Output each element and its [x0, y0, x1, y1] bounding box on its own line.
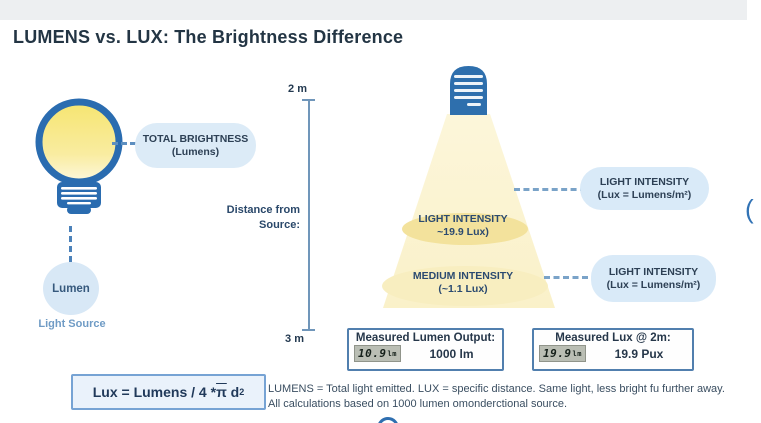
dashed-connector-upper — [514, 188, 586, 191]
distance-label-line1: Distance from — [226, 204, 300, 216]
lumen-box-title: Measured Lumen Output: — [355, 332, 496, 344]
high-intensity-label: LIGHT INTENSITY ~19.9 Lux) — [398, 213, 528, 239]
medium-intensity-label: MEDIUM INTENSITY (~1.1 Lux) — [398, 270, 528, 296]
lumen-lcd-value: 10.9 — [358, 347, 387, 360]
lumen-lcd-unit: lm — [387, 349, 397, 358]
upper-callout-line2: (Lux = Lumens/m²) — [597, 188, 692, 201]
light-cone-illustration — [382, 66, 555, 308]
footnote-line2: All calculations based on 1000 lumen omo… — [268, 398, 568, 410]
lux-reading: 19.9 Pux — [614, 346, 664, 361]
light-cone-beam — [383, 114, 555, 308]
dashed-connector-lumen — [69, 226, 72, 262]
lux-lcd-unit: lm — [572, 349, 582, 358]
formula-prefix: Lux = Lumens / 4 * — [92, 384, 217, 400]
dashed-connector-bulb — [112, 142, 136, 145]
clipped-circle-glyph — [377, 417, 399, 423]
medium-intensity-line1: MEDIUM INTENSITY — [412, 270, 514, 282]
scale-axis-line — [308, 100, 310, 331]
distance-label-line2: Source: — [259, 218, 300, 231]
scale-3m-label: 3 m — [285, 333, 304, 345]
light-intensity-callout-upper: LIGHT INTENSITY (Lux = Lumens/m²) — [580, 167, 709, 210]
window-topbar — [0, 0, 747, 20]
lux-lcd-value: 19.9 — [543, 347, 572, 360]
high-intensity-line1: LIGHT INTENSITY — [418, 213, 508, 225]
high-intensity-ellipse — [402, 213, 528, 245]
total-brightness-line2: (Lumens) — [171, 145, 220, 158]
medium-intensity-ellipse — [382, 266, 548, 306]
lux-lcd-display: 19.9 lm — [539, 345, 586, 362]
light-intensity-callout-lower: LIGHT INTENSITY (Lux = Lumens/m²) — [591, 255, 716, 302]
lumen-lcd-display: 10.9 lm — [354, 345, 401, 362]
lumen-reading: 1000 lm — [429, 346, 474, 361]
upper-callout-line1: LIGHT INTENSITY — [599, 175, 690, 188]
dashed-connector-lower — [544, 276, 588, 279]
light-bulb-icon — [35, 98, 123, 214]
footnote-line1: LUMENS = Total light emitted. LUX = spec… — [268, 383, 725, 395]
formula-d: d — [226, 384, 240, 400]
lumen-label: Lumen — [52, 282, 90, 295]
medium-intensity-line2: (~1.1 Lux) — [438, 283, 488, 295]
clipped-paren-glyph: ( — [745, 194, 754, 224]
formula-pi: π — [216, 384, 227, 400]
bulb-base-tip — [67, 206, 91, 214]
page-title: LUMENS vs. LUX: The Brightness Differenc… — [13, 27, 404, 47]
lumen-badge: Lumen — [43, 262, 99, 315]
lux-box-title: Measured Lux @ 2m: — [555, 332, 671, 344]
distance-from-source-label: Distance from Source: — [212, 203, 300, 232]
total-brightness-line1: TOTAL BRIGHTNESS — [142, 132, 249, 145]
measured-lux-box: Measured Lux @ 2m: 19.9 lm 19.9 Pux — [532, 328, 694, 371]
lower-callout-line2: (Lux = Lumens/m²) — [606, 278, 701, 291]
footnote: LUMENS = Total light emitted. LUX = spec… — [268, 382, 760, 412]
measured-lumen-box: Measured Lumen Output: 10.9 lm 1000 lm — [347, 328, 504, 371]
high-intensity-line2: ~19.9 Lux) — [437, 226, 489, 238]
total-brightness-callout: TOTAL BRIGHTNESS (Lumens) — [135, 123, 256, 168]
formula-exponent: 2 — [239, 387, 245, 397]
scale-2m-label: 2 m — [288, 83, 307, 95]
lower-callout-line1: LIGHT INTENSITY — [608, 265, 699, 278]
scale-bottom-tick — [302, 329, 315, 331]
bulb-globe — [35, 98, 123, 186]
light-source-label: Light Source — [38, 318, 106, 330]
